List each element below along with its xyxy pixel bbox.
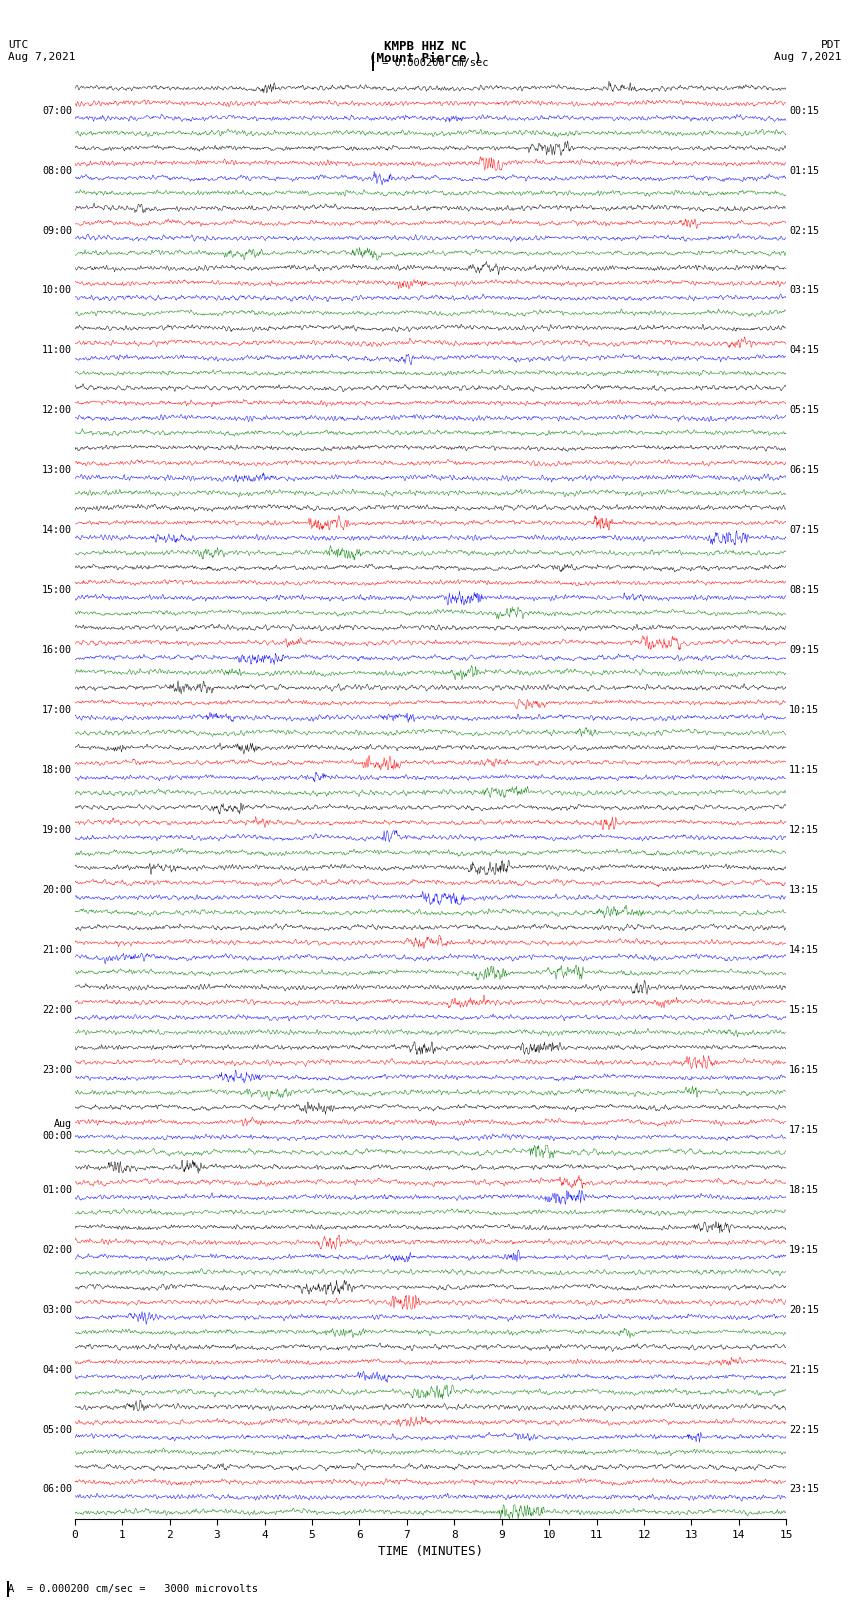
Text: 00:15: 00:15 — [789, 105, 819, 116]
Text: 18:15: 18:15 — [789, 1184, 819, 1195]
Text: 17:00: 17:00 — [42, 705, 72, 715]
Text: 20:00: 20:00 — [42, 886, 72, 895]
Text: 23:00: 23:00 — [42, 1065, 72, 1074]
Text: 08:00: 08:00 — [42, 166, 72, 176]
Text: 22:15: 22:15 — [789, 1424, 819, 1434]
Text: 12:15: 12:15 — [789, 824, 819, 836]
Text: 14:00: 14:00 — [42, 526, 72, 536]
Text: 08:15: 08:15 — [789, 586, 819, 595]
Text: PDT: PDT — [821, 40, 842, 50]
Text: 07:00: 07:00 — [42, 105, 72, 116]
Text: 02:15: 02:15 — [789, 226, 819, 235]
Text: 02:00: 02:00 — [42, 1245, 72, 1255]
Text: 14:15: 14:15 — [789, 945, 819, 955]
Text: 04:15: 04:15 — [789, 345, 819, 355]
Text: 23:15: 23:15 — [789, 1484, 819, 1495]
Text: A  = 0.000200 cm/sec =   3000 microvolts: A = 0.000200 cm/sec = 3000 microvolts — [8, 1584, 258, 1594]
Text: 18:00: 18:00 — [42, 765, 72, 776]
Text: 13:15: 13:15 — [789, 886, 819, 895]
Text: 15:00: 15:00 — [42, 586, 72, 595]
Text: 06:15: 06:15 — [789, 465, 819, 476]
Text: 03:15: 03:15 — [789, 286, 819, 295]
Text: 12:00: 12:00 — [42, 405, 72, 416]
Text: 04:00: 04:00 — [42, 1365, 72, 1374]
Text: 17:15: 17:15 — [789, 1124, 819, 1136]
Text: 09:15: 09:15 — [789, 645, 819, 655]
Text: 21:15: 21:15 — [789, 1365, 819, 1374]
Text: UTC: UTC — [8, 40, 29, 50]
Text: Aug 7,2021: Aug 7,2021 — [8, 52, 76, 61]
Text: 11:00: 11:00 — [42, 345, 72, 355]
X-axis label: TIME (MINUTES): TIME (MINUTES) — [378, 1545, 483, 1558]
Text: 01:00: 01:00 — [42, 1184, 72, 1195]
Text: = 0.000200 cm/sec: = 0.000200 cm/sec — [376, 58, 488, 68]
Text: 13:00: 13:00 — [42, 465, 72, 476]
Text: 05:15: 05:15 — [789, 405, 819, 416]
Text: 07:15: 07:15 — [789, 526, 819, 536]
Text: 19:00: 19:00 — [42, 824, 72, 836]
Text: 16:15: 16:15 — [789, 1065, 819, 1074]
Text: 10:15: 10:15 — [789, 705, 819, 715]
Text: 21:00: 21:00 — [42, 945, 72, 955]
Text: 15:15: 15:15 — [789, 1005, 819, 1015]
Text: Aug
00:00: Aug 00:00 — [42, 1119, 72, 1140]
Text: 16:00: 16:00 — [42, 645, 72, 655]
Text: 01:15: 01:15 — [789, 166, 819, 176]
Text: 11:15: 11:15 — [789, 765, 819, 776]
Text: 05:00: 05:00 — [42, 1424, 72, 1434]
Text: 06:00: 06:00 — [42, 1484, 72, 1495]
Text: 09:00: 09:00 — [42, 226, 72, 235]
Text: 10:00: 10:00 — [42, 286, 72, 295]
Text: 20:15: 20:15 — [789, 1305, 819, 1315]
Text: (Mount Pierce ): (Mount Pierce ) — [369, 52, 481, 65]
Text: KMPB HHZ NC: KMPB HHZ NC — [383, 40, 467, 53]
Text: Aug 7,2021: Aug 7,2021 — [774, 52, 842, 61]
Text: 22:00: 22:00 — [42, 1005, 72, 1015]
Text: 03:00: 03:00 — [42, 1305, 72, 1315]
Text: 19:15: 19:15 — [789, 1245, 819, 1255]
